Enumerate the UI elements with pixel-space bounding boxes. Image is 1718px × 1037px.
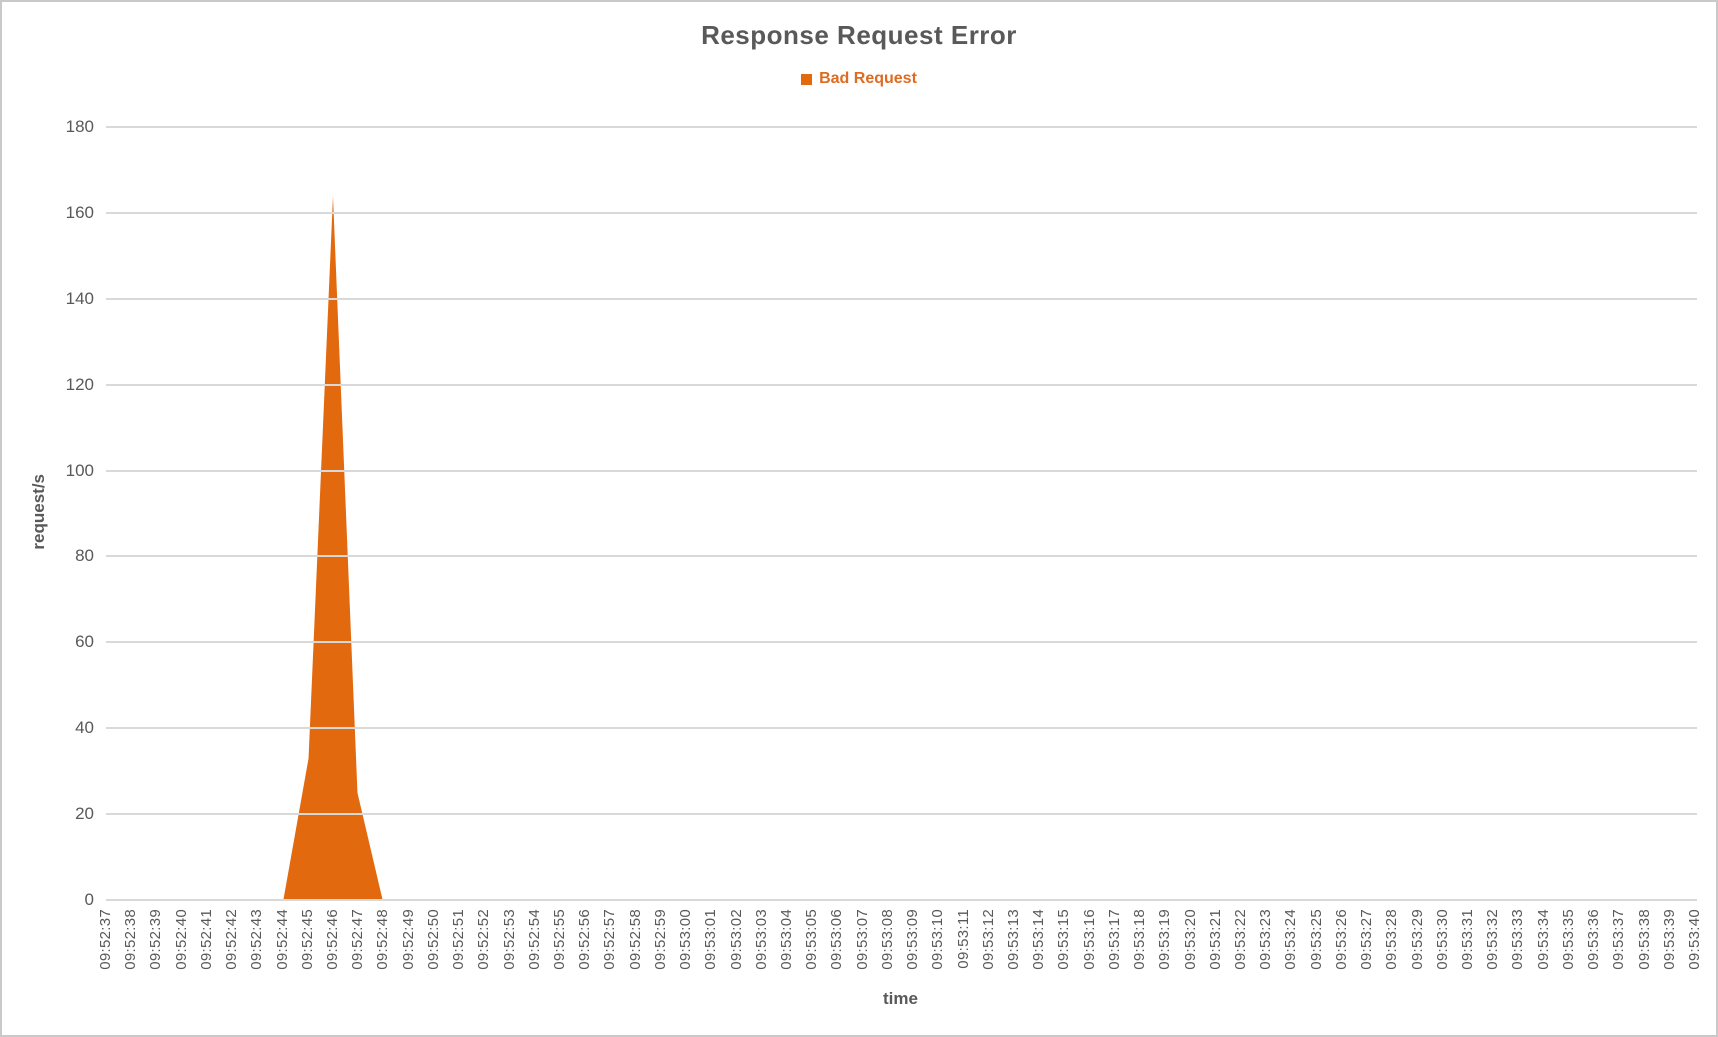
x-tick-label: 09:52:56 [576,909,594,970]
x-tick-label: 09:53:40 [1686,909,1703,970]
y-tick-label: 0 [84,890,94,909]
x-tick-label: 09:53:21 [1206,909,1224,970]
x-tick-label: 09:53:29 [1408,909,1426,970]
x-tick-label: 09:53:05 [803,909,821,970]
x-tick-label: 09:53:31 [1459,909,1476,970]
y-tick-label: 140 [65,288,94,308]
x-tick-label: 09:53:23 [1257,909,1275,970]
x-tick-label: 09:52:41 [197,909,215,970]
x-tick-label: 09:53:04 [778,909,795,970]
x-tick-label: 09:53:06 [828,909,846,970]
x-tick-label: 09:53:39 [1660,909,1678,970]
x-tick-label: 09:52:43 [248,909,266,970]
area-series-bad-request [106,178,1695,901]
x-tick-label: 09:53:26 [1332,909,1350,970]
x-tick-label: 09:53:08 [878,909,896,970]
x-tick-label: 09:53:14 [1030,909,1048,970]
y-axis-title: request/s [29,474,48,550]
x-tick-label: 09:52:47 [349,909,367,970]
x-tick-label: 09:53:15 [1055,909,1073,970]
x-tick-label: 09:52:44 [273,909,291,970]
x-tick-label: 09:53:37 [1610,909,1628,970]
x-tick-label: 09:52:46 [324,909,341,970]
y-tick-label: 80 [75,546,94,566]
y-tick-label: 160 [65,202,94,222]
x-tick-label: 09:53:03 [752,909,770,970]
x-tick-label: 09:53:38 [1635,909,1653,970]
y-tick-label: 60 [75,632,94,652]
legend: Bad Request [2,70,1716,88]
x-tick-label: 09:53:30 [1433,909,1451,970]
x-tick-label: 09:53:20 [1181,909,1199,970]
y-tick-label: 120 [65,374,94,394]
gridline [106,297,1697,300]
x-tick-label: 09:53:10 [929,909,947,970]
x-tick-label: 09:53:16 [1080,909,1098,970]
x-tick-label: 09:53:33 [1509,909,1527,970]
x-tick-label: 09:52:53 [500,909,518,970]
x-tick-label: 09:53:34 [1534,909,1552,970]
gridline [106,727,1697,730]
x-tick-label: 09:53:22 [1232,909,1249,970]
gridline [106,813,1697,816]
y-tick-label: 180 [65,117,94,136]
gridline [106,126,1697,128]
x-tick-label: 09:52:42 [223,909,241,970]
chart-title: Response Request Error [701,20,1017,50]
x-tick-label: 09:53:12 [979,909,997,970]
x-tick-label: 09:53:17 [1105,909,1123,970]
x-tick-label: 09:53:18 [1131,909,1149,970]
x-tick-label: 09:52:57 [601,909,619,970]
x-tick-label: 09:52:58 [626,909,644,970]
x-tick-label: 09:53:28 [1383,909,1401,970]
y-tick-label: 100 [65,460,94,480]
x-tick-label: 09:52:49 [399,909,417,970]
y-tick-label: 40 [75,718,94,738]
x-tick-label: 09:53:32 [1484,909,1502,970]
x-tick-label: 09:53:24 [1282,909,1300,970]
x-tick-label: 09:52:37 [97,909,114,970]
x-tick-label: 09:52:55 [551,909,568,970]
legend-swatch-icon [801,73,813,85]
y-tick-label: 20 [75,804,94,824]
x-tick-label: 09:53:36 [1585,909,1603,970]
x-tick-label: 09:53:00 [677,909,695,970]
x-tick-label: 09:53:01 [702,909,720,970]
x-tick-label: 09:52:45 [298,909,316,970]
x-tick-label: 09:52:52 [475,909,493,970]
gridline [106,383,1697,386]
gridline [106,469,1697,472]
x-tick-label: 09:53:27 [1358,909,1376,970]
gridline [106,211,1697,214]
legend-label-bad-request: Bad Request [819,70,917,87]
x-tick-label: 09:53:19 [1156,909,1174,970]
x-tick-label: 09:53:13 [1005,909,1022,970]
x-tick-label: 09:53:09 [904,909,922,970]
x-axis-title: time [883,989,918,1008]
x-tick-label: 09:52:59 [651,909,669,970]
x-tick-label: 09:52:50 [424,909,442,970]
x-tick-label: 09:53:02 [727,909,745,970]
x-tick-label: 09:53:35 [1559,909,1577,970]
x-tick-label: 09:52:54 [525,909,543,970]
x-tick-label: 09:52:40 [172,909,190,970]
x-tick-label: 09:52:51 [450,909,468,970]
gridline [106,555,1697,558]
gridline [106,899,1697,901]
x-tick-label: 09:53:25 [1307,909,1325,970]
x-tick-label: 09:52:39 [147,909,165,970]
x-tick-label: 09:52:38 [122,909,140,970]
x-tick-label: 09:53:07 [853,909,871,970]
gridline [106,641,1697,644]
x-tick-label: 09:53:11 [954,909,972,969]
x-tick-label: 09:52:48 [374,909,392,970]
